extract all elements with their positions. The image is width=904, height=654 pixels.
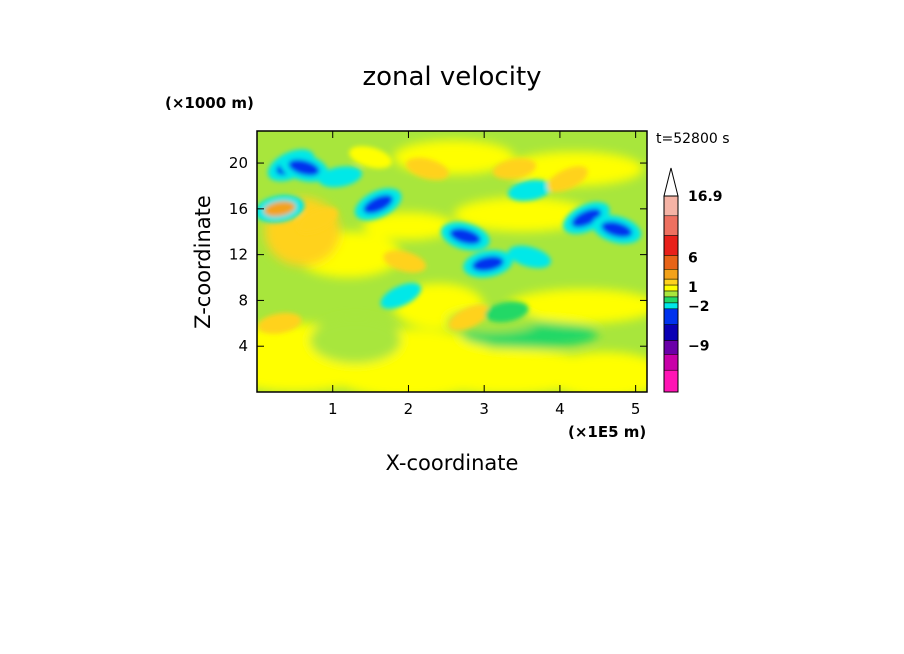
- field-feature: [507, 180, 552, 201]
- colorbar-band: [663, 215, 679, 236]
- colorbar-band: [663, 284, 679, 292]
- plot-frame: [256, 130, 648, 393]
- colorbar-band: [663, 278, 679, 286]
- colorbar-band: [663, 296, 679, 304]
- field-feature: [349, 146, 392, 169]
- field-feature: [472, 256, 504, 272]
- y-tick-label: 8: [238, 291, 248, 309]
- colorbar-label: 6: [688, 250, 698, 266]
- colorbar-band: [663, 369, 679, 393]
- y-axis-title: Z-coordinate: [191, 195, 215, 329]
- x-tick-label: 2: [404, 400, 414, 418]
- colorbar-label: 16.9: [688, 189, 723, 205]
- colorbar-band: [663, 308, 679, 325]
- field-feature: [263, 201, 296, 217]
- field-feature: [297, 207, 338, 234]
- y-tick-label: 4: [238, 337, 248, 355]
- colorbar-label: −2: [688, 299, 709, 315]
- x-tick-label: 3: [479, 400, 489, 418]
- field-feature: [405, 157, 449, 180]
- field-feature: [492, 158, 537, 180]
- field-feature: [257, 312, 302, 334]
- field-feature: [448, 304, 490, 331]
- y-axis-ticks: 4 8 12 16 20: [229, 154, 647, 355]
- colorbar-label: −9: [688, 339, 709, 355]
- colorbar-band: [663, 354, 679, 371]
- colorbar-band: [663, 235, 679, 256]
- field-feature: [571, 208, 602, 228]
- field-feature: [449, 228, 481, 245]
- field-feature: [383, 250, 427, 273]
- colorbar-band: [663, 324, 679, 341]
- chart-title: zonal velocity: [362, 62, 541, 92]
- field-feature: [363, 194, 393, 214]
- field-feature: [318, 166, 363, 188]
- velocity-field: [257, 131, 647, 392]
- field-feature: [380, 282, 422, 309]
- x-tick-label: 5: [631, 400, 641, 418]
- colorbar-band: [663, 290, 679, 298]
- colorbar-band: [663, 269, 679, 280]
- x-tick-label: 4: [555, 400, 565, 418]
- y-tick-label: 20: [229, 154, 248, 172]
- x-axis-ticks: 1 2 3 4 5: [328, 131, 640, 418]
- y-unit-label: (×1000 m): [165, 94, 254, 112]
- colorbar: 16.9 6 1 −2 −9: [663, 167, 723, 393]
- y-tick-label: 16: [229, 200, 248, 218]
- y-tick-label: 12: [229, 246, 248, 264]
- x-axis-title: X-coordinate: [386, 451, 519, 475]
- colorbar-label: 1: [688, 280, 698, 296]
- field-feature: [547, 166, 588, 192]
- colorbar-band: [663, 195, 679, 217]
- field-feature: [485, 301, 529, 323]
- x-unit-label: (×1E5 m): [568, 423, 646, 441]
- colorbar-band: [663, 255, 679, 270]
- field-feature: [508, 245, 552, 269]
- field-feature: [601, 221, 633, 238]
- x-tick-label: 1: [328, 400, 338, 418]
- time-label: t=52800 s: [656, 131, 730, 147]
- field-feature: [288, 159, 320, 176]
- colorbar-band: [663, 340, 679, 355]
- colorbar-band: [663, 302, 679, 310]
